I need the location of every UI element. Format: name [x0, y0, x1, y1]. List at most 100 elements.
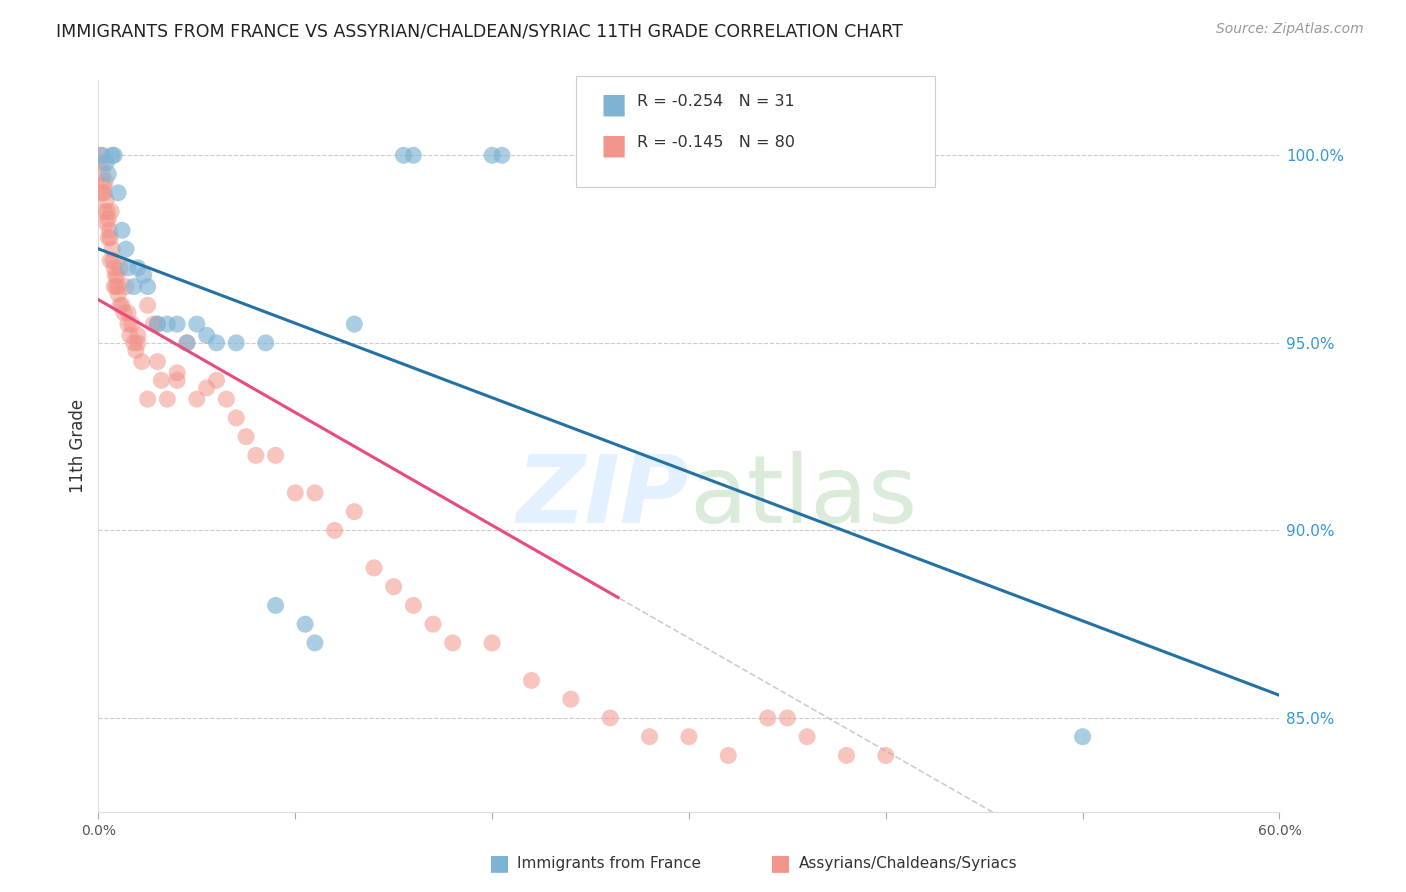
- Point: [264, 599, 287, 613]
- Point: [97, 167, 120, 181]
- Point: [127, 335, 149, 350]
- Point: [111, 223, 134, 237]
- Point: [166, 317, 188, 331]
- Point: [146, 354, 169, 368]
- Text: ■: ■: [600, 132, 627, 160]
- Point: [122, 335, 145, 350]
- Point: [343, 505, 366, 519]
- Point: [107, 186, 129, 200]
- Text: atlas: atlas: [689, 451, 917, 543]
- Point: [186, 317, 208, 331]
- Point: [98, 253, 121, 268]
- Text: Source: ZipAtlas.com: Source: ZipAtlas.com: [1216, 22, 1364, 37]
- Point: [142, 317, 165, 331]
- Point: [121, 317, 143, 331]
- Point: [96, 216, 118, 230]
- Point: [136, 298, 159, 312]
- Point: [96, 156, 118, 170]
- Point: [132, 268, 155, 283]
- Point: [105, 268, 128, 283]
- Point: [835, 748, 858, 763]
- Point: [107, 279, 129, 293]
- Text: ■: ■: [600, 91, 627, 119]
- Text: ■: ■: [489, 854, 509, 873]
- Point: [136, 392, 159, 406]
- Point: [131, 354, 153, 368]
- Point: [90, 156, 112, 170]
- Point: [101, 242, 124, 256]
- Point: [304, 636, 326, 650]
- Point: [176, 335, 198, 350]
- Point: [103, 148, 125, 162]
- Point: [115, 242, 138, 256]
- Point: [91, 186, 114, 200]
- Point: [94, 175, 117, 189]
- Point: [520, 673, 543, 688]
- Point: [205, 335, 228, 350]
- Point: [98, 231, 121, 245]
- Point: [294, 617, 316, 632]
- Point: [195, 381, 218, 395]
- Point: [150, 373, 173, 387]
- Text: Assyrians/Chaldeans/Syriacs: Assyrians/Chaldeans/Syriacs: [799, 856, 1017, 871]
- Point: [91, 148, 114, 162]
- Point: [304, 486, 326, 500]
- Point: [97, 212, 120, 227]
- Point: [363, 561, 385, 575]
- Point: [97, 231, 120, 245]
- Point: [205, 373, 228, 387]
- Point: [402, 599, 425, 613]
- Point: [125, 343, 148, 358]
- Point: [127, 328, 149, 343]
- Point: [638, 730, 661, 744]
- Point: [166, 366, 188, 380]
- Point: [117, 306, 139, 320]
- Y-axis label: 11th Grade: 11th Grade: [69, 399, 87, 493]
- Text: R = -0.254   N = 31: R = -0.254 N = 31: [637, 94, 794, 109]
- Point: [343, 317, 366, 331]
- Point: [156, 392, 179, 406]
- Point: [146, 317, 169, 331]
- Point: [323, 524, 346, 538]
- Point: [122, 279, 145, 293]
- Point: [96, 204, 118, 219]
- Point: [117, 260, 139, 275]
- Point: [225, 410, 247, 425]
- Point: [215, 392, 238, 406]
- Point: [108, 260, 131, 275]
- Point: [776, 711, 799, 725]
- Point: [796, 730, 818, 744]
- Point: [1071, 730, 1094, 744]
- Text: Immigrants from France: Immigrants from France: [517, 856, 702, 871]
- Point: [166, 373, 188, 387]
- Point: [481, 636, 503, 650]
- Point: [156, 317, 179, 331]
- Point: [678, 730, 700, 744]
- Point: [186, 392, 208, 406]
- Point: [225, 335, 247, 350]
- Point: [599, 711, 621, 725]
- Point: [756, 711, 779, 725]
- Text: IMMIGRANTS FROM FRANCE VS ASSYRIAN/CHALDEAN/SYRIAC 11TH GRADE CORRELATION CHART: IMMIGRANTS FROM FRANCE VS ASSYRIAN/CHALD…: [56, 22, 903, 40]
- Text: ■: ■: [770, 854, 790, 873]
- Point: [103, 253, 125, 268]
- Point: [104, 268, 127, 283]
- Point: [111, 298, 134, 312]
- Point: [195, 328, 218, 343]
- Point: [117, 317, 139, 331]
- Point: [875, 748, 897, 763]
- Point: [103, 260, 125, 275]
- Point: [93, 204, 115, 219]
- Point: [100, 204, 122, 219]
- Point: [235, 429, 257, 443]
- Point: [118, 328, 141, 343]
- Point: [422, 617, 444, 632]
- Text: R = -0.145   N = 80: R = -0.145 N = 80: [637, 135, 794, 150]
- Point: [115, 279, 138, 293]
- Point: [245, 449, 267, 463]
- Point: [264, 449, 287, 463]
- Point: [560, 692, 582, 706]
- Point: [127, 260, 149, 275]
- Point: [91, 167, 114, 181]
- Point: [176, 335, 198, 350]
